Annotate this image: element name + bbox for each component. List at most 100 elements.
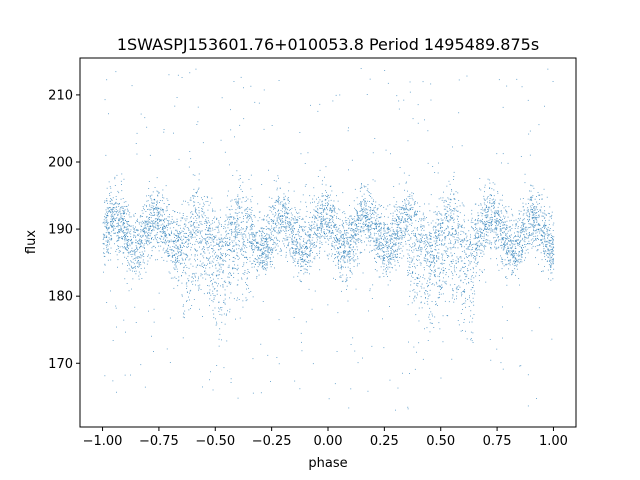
data-point [465,306,466,308]
data-point [449,284,451,286]
data-point [274,205,276,206]
data-point [321,242,323,244]
data-point [397,216,399,218]
data-point [368,192,370,193]
data-point [416,236,417,238]
data-point [482,223,484,225]
data-point [429,294,431,296]
data-point [350,240,352,242]
data-point [208,247,210,248]
data-point [519,240,521,242]
data-point [220,294,221,296]
data-point [538,224,539,226]
data-point [459,275,461,277]
data-point [219,209,221,211]
data-point [164,235,166,237]
data-point [296,245,298,247]
data-point [220,266,222,268]
data-point [536,398,537,399]
data-point [377,229,379,231]
data-point [219,333,221,335]
data-point [539,225,541,226]
data-point [284,207,286,209]
data-point [465,276,467,278]
data-point [397,225,399,227]
data-point [177,225,179,227]
data-point [105,245,107,246]
data-point [483,253,485,255]
data-point [260,250,262,252]
data-point [304,226,305,228]
data-point [277,210,279,212]
data-point [183,242,185,244]
data-point [242,273,244,274]
data-point [506,320,508,321]
data-point [522,227,524,229]
data-point [104,264,106,266]
data-point [282,205,284,206]
data-point [139,257,141,259]
data-point [260,227,262,229]
data-point [474,234,476,236]
data-point [225,314,227,316]
data-point [553,247,555,248]
data-point [442,222,444,223]
data-point [384,232,386,234]
data-point [433,256,435,258]
data-point [537,249,539,251]
data-point [513,244,515,246]
data-point [452,261,454,262]
data-point [186,282,188,284]
data-point [276,232,278,234]
data-point [465,297,466,299]
data-point [360,230,362,232]
data-point [511,243,513,245]
data-point [503,249,505,251]
data-point [334,254,336,256]
data-point [408,217,410,219]
data-point [527,220,529,222]
data-point [489,222,491,223]
data-point [106,235,108,237]
data-point [288,209,290,211]
data-point [155,204,157,206]
data-point [227,237,229,239]
data-point [327,222,329,224]
data-point [516,224,517,226]
data-point [115,209,117,210]
data-point [293,222,295,224]
data-point [237,397,239,399]
data-point [210,256,211,258]
data-point [208,227,210,229]
data-point [419,233,421,235]
data-point [313,245,315,246]
data-point [423,243,425,245]
data-point [391,245,393,247]
data-point [431,261,433,263]
data-point [131,242,133,244]
data-point [108,241,110,243]
data-point [467,270,468,272]
data-point [295,219,297,221]
data-point [392,249,394,250]
data-point [476,231,478,233]
data-point [437,172,439,174]
data-point [407,304,409,306]
data-point [526,233,528,235]
data-point [367,191,369,193]
data-point [117,214,119,216]
data-point [351,228,353,229]
data-point [238,225,240,227]
data-point [443,259,445,261]
data-point [535,238,536,240]
data-point [163,131,165,133]
data-point [156,233,158,235]
data-point [538,230,540,232]
data-point [196,222,198,224]
data-point [297,233,299,235]
data-point [503,215,504,217]
data-point [138,263,140,265]
data-point [423,267,425,268]
data-point [130,233,132,235]
data-point [405,182,407,184]
